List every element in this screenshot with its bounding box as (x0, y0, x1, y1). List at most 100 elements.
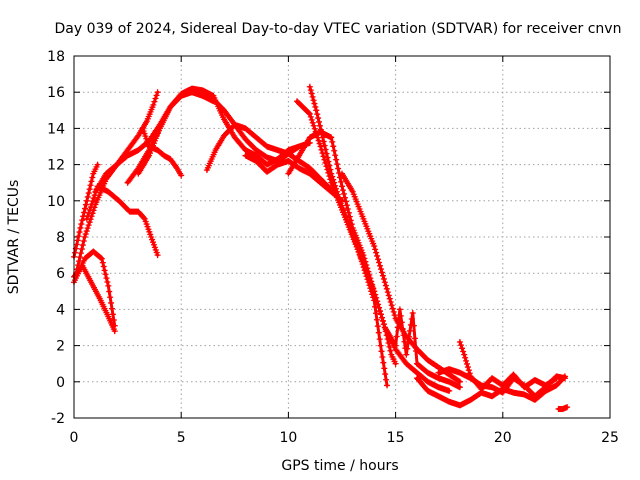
data-point-marker (307, 113, 314, 120)
data-point-marker (89, 174, 96, 181)
data-point-marker (309, 93, 316, 100)
data-point-marker (465, 367, 472, 374)
y-axis-label: SDTVAR / TECUs (6, 180, 22, 295)
data-point-marker (385, 292, 392, 299)
data-point-marker (322, 159, 329, 166)
data-point-marker (324, 166, 331, 173)
data-point-marker (372, 246, 379, 253)
series-track-20 (555, 404, 571, 412)
data-point-marker (388, 302, 395, 309)
data-point-marker (318, 130, 325, 137)
data-point-marker (312, 128, 319, 135)
y-tick-label: 0 (56, 375, 65, 391)
data-point-marker (382, 282, 389, 289)
data-point-marker (81, 234, 88, 240)
data-point-marker (375, 301, 382, 308)
data-point-marker (372, 291, 379, 298)
data-point-marker (339, 183, 345, 190)
data-point-marker (150, 101, 157, 108)
x-axis-label: GPS time / hours (281, 458, 398, 474)
data-point-marker (382, 371, 389, 378)
data-point-marker (411, 335, 418, 342)
data-point-marker (307, 87, 314, 94)
data-point-marker (463, 360, 470, 367)
data-point-marker (320, 153, 327, 160)
data-point-marker (108, 299, 115, 306)
data-point-marker (154, 252, 161, 259)
data-point-marker (386, 343, 393, 350)
data-point-marker (339, 187, 346, 194)
data-point-marker (153, 92, 160, 99)
data-point-marker (76, 258, 83, 265)
data-point-marker (335, 165, 342, 172)
data-point-marker (94, 161, 101, 168)
data-point-marker (296, 143, 303, 150)
data-point-marker (378, 348, 385, 355)
data-point-marker (401, 338, 408, 345)
y-tick-label: 12 (47, 158, 65, 174)
data-point-marker (386, 295, 393, 302)
data-point-marker (377, 311, 384, 318)
data-point-marker (457, 342, 464, 349)
data-point-marker (340, 190, 347, 197)
data-point-marker (80, 238, 87, 245)
data-point-marker (91, 192, 98, 199)
data-point-marker (111, 328, 118, 335)
data-point-marker (310, 122, 317, 129)
data-point-marker (88, 178, 95, 185)
data-point-marker (83, 228, 90, 235)
series-track-8 (135, 85, 303, 177)
data-point-marker (97, 254, 104, 261)
data-point-marker (561, 375, 568, 382)
data-point-marker (374, 252, 381, 259)
data-point-marker (403, 351, 410, 358)
data-point-marker (463, 357, 470, 364)
data-point-marker (384, 289, 391, 296)
data-point-marker (321, 156, 328, 163)
data-point-marker (320, 138, 327, 145)
data-point-marker (390, 308, 397, 315)
data-point-marker (178, 172, 185, 179)
data-point-marker (398, 319, 405, 326)
data-point-marker (384, 382, 391, 389)
data-point-marker (381, 279, 388, 286)
data-point-marker (315, 115, 322, 122)
data-point-marker (396, 306, 403, 313)
data-point-marker (375, 256, 382, 263)
data-point-marker (86, 186, 93, 193)
data-point-marker (79, 242, 86, 249)
data-point-marker (87, 182, 94, 189)
y-tick-label: -2 (51, 411, 65, 427)
data-point-marker (324, 154, 331, 161)
data-point-marker (308, 116, 315, 123)
x-tick-label: 5 (177, 430, 186, 446)
data-point-marker (391, 312, 398, 319)
data-point-marker (329, 138, 336, 145)
data-point-marker (460, 348, 467, 355)
data-point-marker (77, 224, 84, 231)
data-point-marker (327, 176, 334, 183)
data-point-marker (90, 195, 97, 202)
data-point-marker (100, 263, 107, 270)
data-point-marker (410, 322, 417, 329)
data-point-marker (461, 351, 468, 358)
data-point-marker (316, 118, 323, 125)
data-point-marker (75, 262, 82, 269)
data-point-marker (306, 83, 313, 90)
data-point-marker (106, 288, 113, 295)
data-point-marker (373, 249, 380, 256)
data-point-marker (314, 111, 321, 118)
data-point-marker (400, 332, 407, 339)
data-point-marker (152, 95, 159, 102)
data-point-marker (323, 163, 330, 170)
data-point-marker (376, 304, 383, 311)
data-point-marker (313, 107, 320, 114)
data-point-marker (319, 134, 326, 141)
data-point-marker (317, 143, 324, 150)
x-tick-label: 25 (601, 430, 619, 446)
data-point-marker (311, 125, 318, 132)
data-point-marker (553, 375, 560, 382)
data-point-marker (377, 266, 384, 273)
data-point-marker (376, 336, 383, 343)
